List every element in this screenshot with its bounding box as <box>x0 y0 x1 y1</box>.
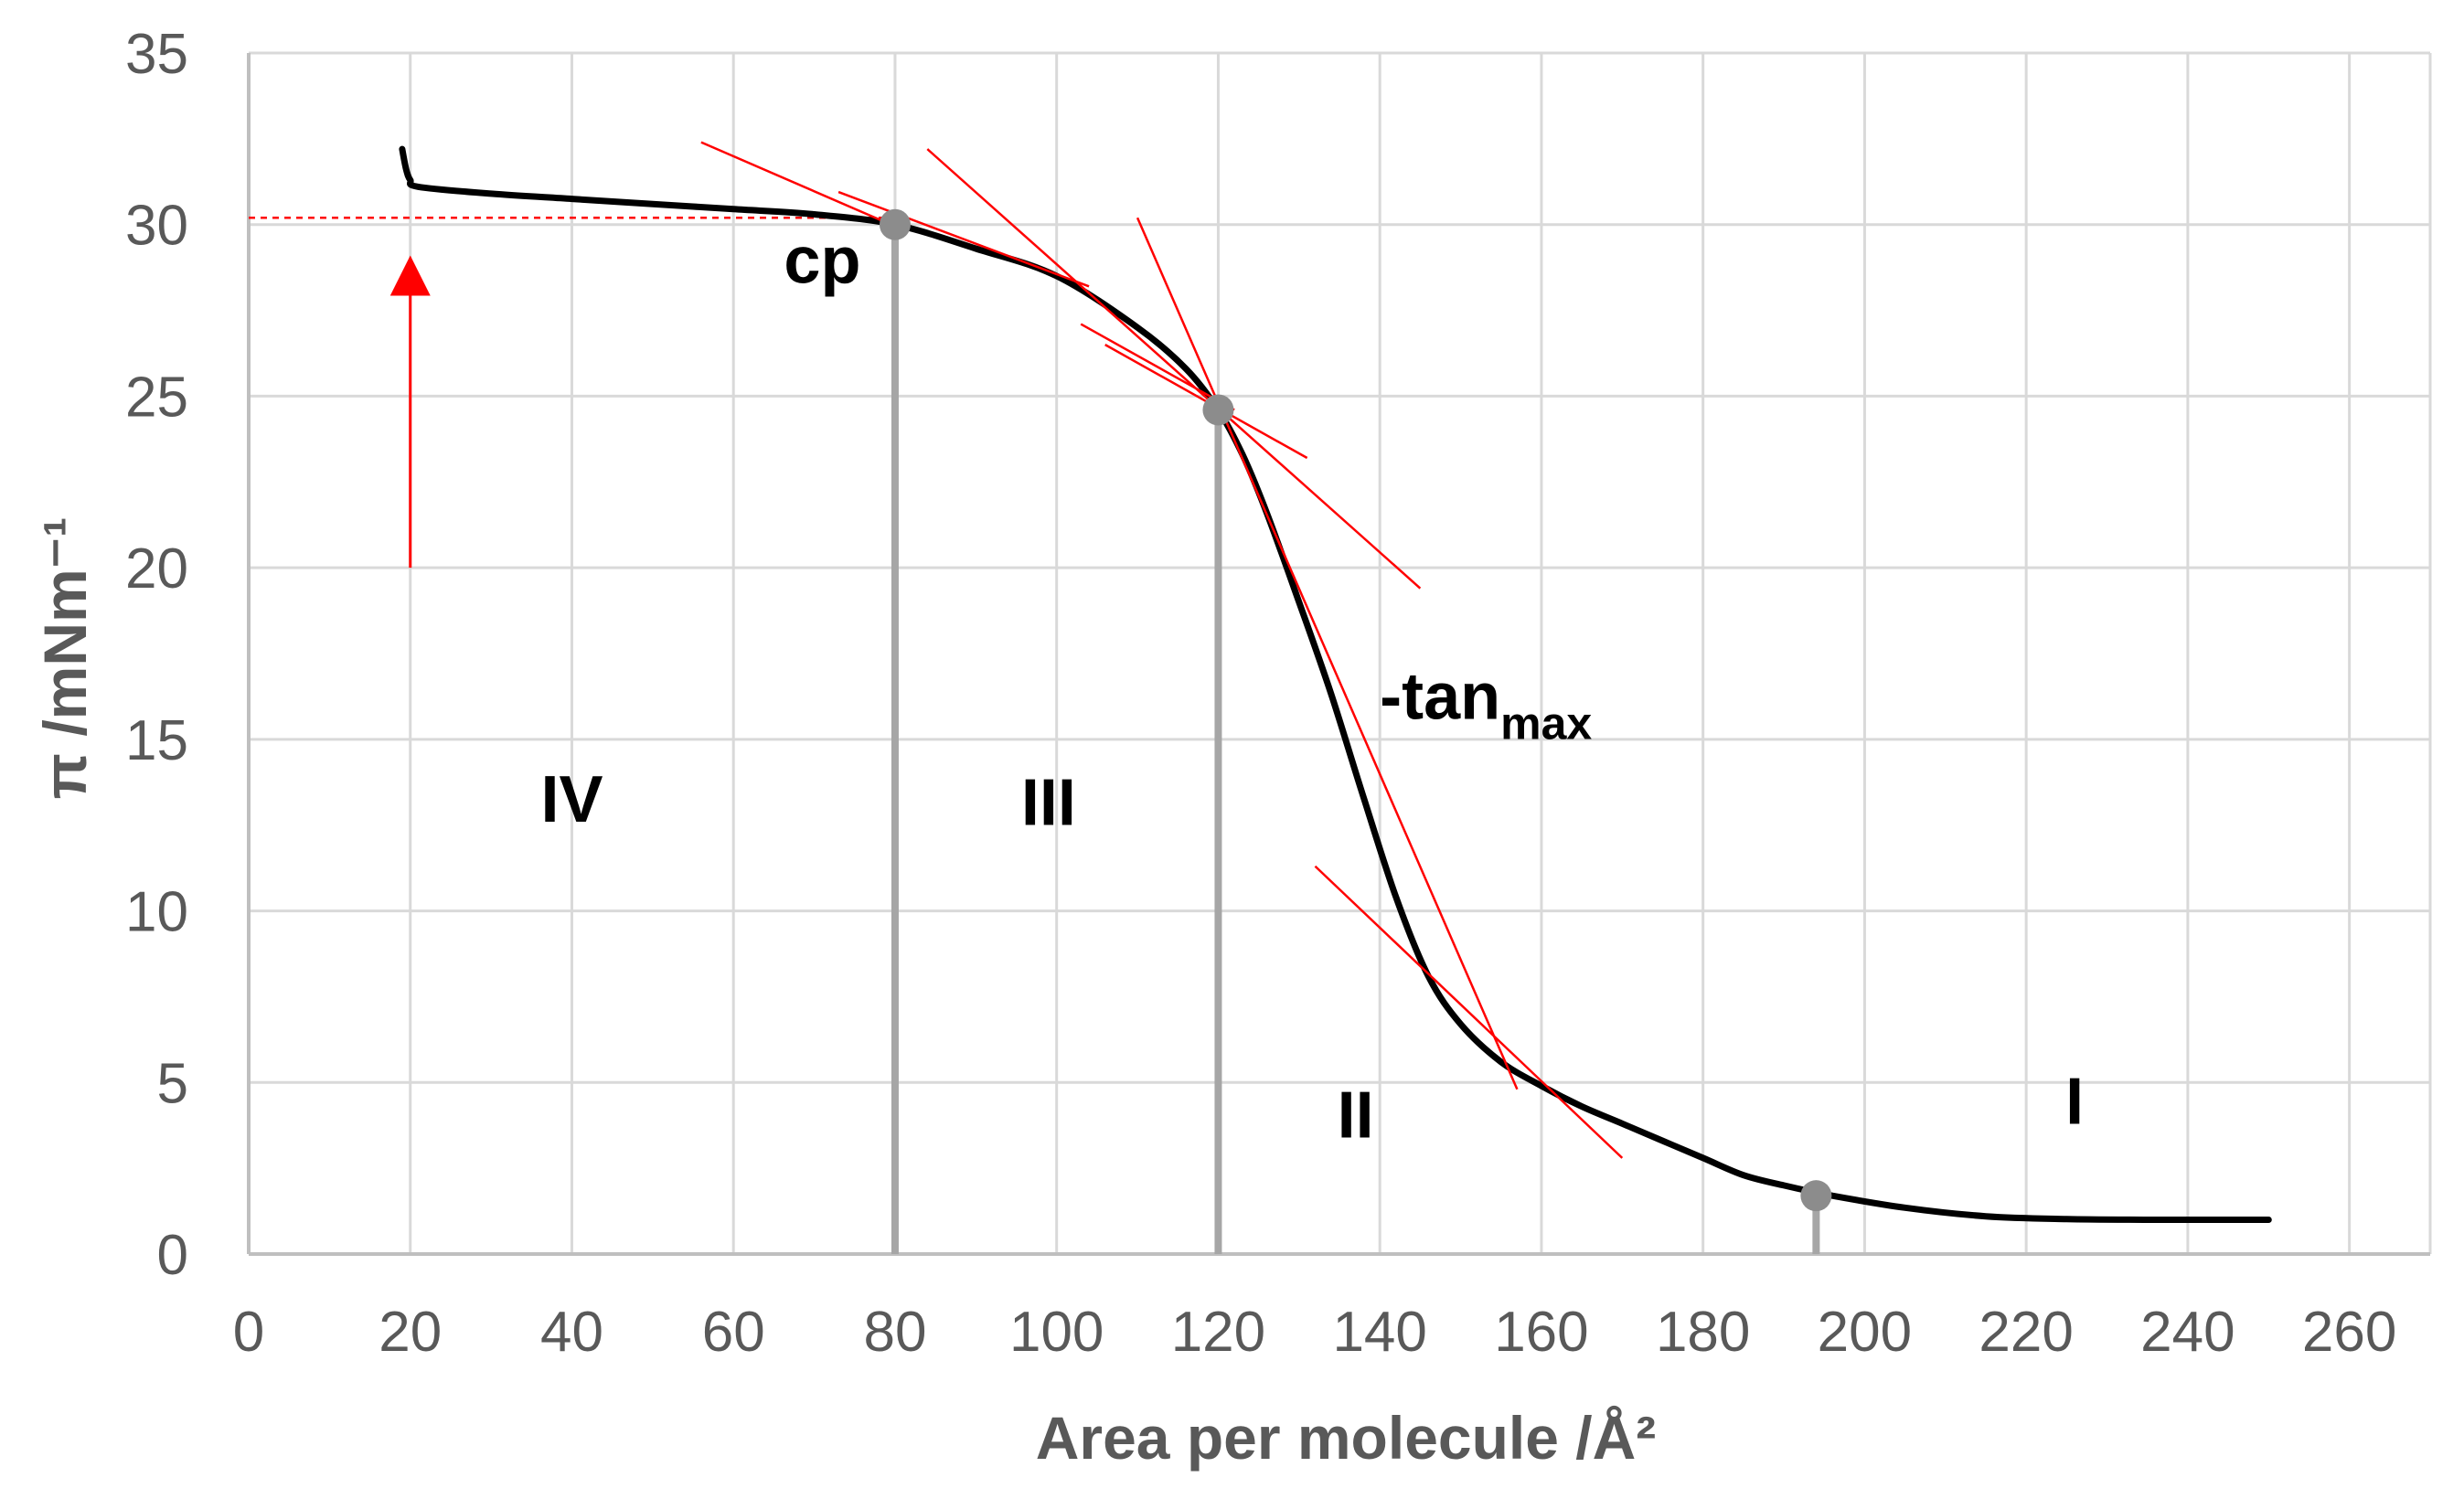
annotation-label: II <box>1338 1079 1374 1152</box>
x-axis-title: Area per molecule /Å² <box>1036 1404 1657 1472</box>
arrow-layer <box>389 255 431 569</box>
x-tick-label: 80 <box>863 1301 926 1364</box>
x-tick-label: 240 <box>2140 1301 2235 1364</box>
tangent-line <box>1080 323 1235 411</box>
annotation-label: I <box>2065 1065 2084 1138</box>
isotherm-curve-layer <box>399 145 2272 1224</box>
axes <box>247 53 2430 1256</box>
x-tick-label: 160 <box>1494 1301 1588 1364</box>
markers <box>879 208 1832 1212</box>
x-tick-label: 200 <box>1818 1301 1912 1364</box>
annotation-label: cp <box>784 225 860 298</box>
tangent-line <box>700 141 896 228</box>
isotherm-curve <box>399 145 2272 1224</box>
grid-lines <box>247 51 2432 1256</box>
arrow-head <box>389 255 431 296</box>
x-tick-label: 20 <box>379 1301 442 1364</box>
y-tick-label: 20 <box>125 537 188 601</box>
y-tick-label: 30 <box>125 195 188 258</box>
y-tick-label: 25 <box>125 366 188 429</box>
x-tick-label: 220 <box>1979 1301 2073 1364</box>
y-tick-label: 10 <box>125 881 188 944</box>
x-tick-label: 40 <box>540 1301 603 1364</box>
tangent-line <box>1314 865 1624 1159</box>
x-tick-label: 260 <box>2302 1301 2396 1364</box>
annotation-label: IV <box>540 763 603 836</box>
y-tick-label: 5 <box>157 1052 188 1115</box>
tangent-line <box>926 148 1422 590</box>
y-tick-label: 15 <box>125 709 188 772</box>
x-tick-label: 180 <box>1656 1301 1750 1364</box>
point-marker <box>1202 394 1234 426</box>
tick-labels: 0 20 40 60 80 100 120 140 160 180 200 220 240 260 0 5 10… <box>125 23 2396 1364</box>
y-tick-label: 35 <box>125 23 188 86</box>
x-tick-label: 120 <box>1171 1301 1265 1364</box>
tangent-line <box>837 190 1090 288</box>
x-tick-label: 0 <box>233 1301 264 1364</box>
tan-max-label: -tanmax <box>1380 660 1592 749</box>
tan-max-subscript: max <box>1500 697 1592 749</box>
x-tick-label: 140 <box>1332 1301 1426 1364</box>
annotation-label: III <box>1021 767 1076 840</box>
point-marker <box>879 208 911 240</box>
x-tick-label: 60 <box>702 1301 765 1364</box>
y-tick-label: 0 <box>157 1224 188 1287</box>
point-marker <box>1800 1180 1832 1212</box>
tangent-line <box>1136 217 1519 1090</box>
y-axis-title: π /mNm⁻¹ <box>31 516 99 799</box>
x-tick-label: 100 <box>1009 1301 1104 1364</box>
tan-max-prefix: -tan <box>1380 660 1500 733</box>
